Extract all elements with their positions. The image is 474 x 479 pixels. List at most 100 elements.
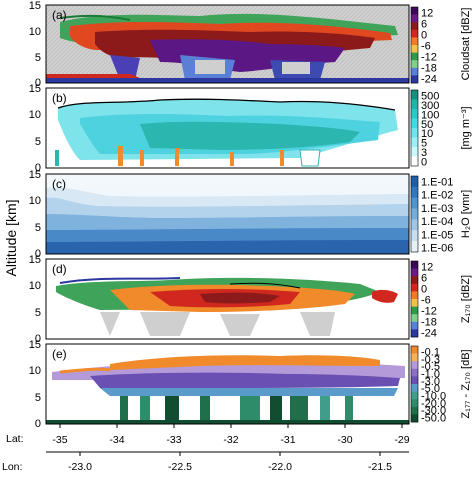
lat-label: Lat: bbox=[6, 433, 24, 445]
panel-e-ytick-10: 10 bbox=[29, 365, 41, 377]
panel-c-humidity-field bbox=[46, 174, 409, 254]
lat-tick-label: -35 bbox=[52, 434, 67, 446]
panel-b-colorbar-tick: 300 bbox=[421, 100, 439, 112]
panel-c-colorbar-tick: 1.E-06 bbox=[421, 243, 453, 255]
panel-c-colorbar-swatch bbox=[411, 197, 418, 209]
panel-b-colorbar-tick: 5 bbox=[421, 138, 427, 150]
panel-e-colorbar-tick: -0.1 bbox=[421, 347, 440, 359]
panel-e-colorbar-tick: -20.0 bbox=[421, 398, 446, 410]
panel-a-colorbar-swatch bbox=[411, 52, 418, 61]
panel-e-colorbar-tick: -0.5 bbox=[421, 361, 440, 373]
panel-c-colorbar-tick: 1.E-02 bbox=[421, 190, 453, 202]
panel-a-colorbar-swatch bbox=[411, 60, 418, 69]
panel-b-colorbar-frame bbox=[410, 89, 419, 167]
panel-a-colorbar-swatch bbox=[411, 29, 418, 38]
panel-b-colorbar-tick: 100 bbox=[421, 109, 439, 121]
panel-a-colorbar-swatch bbox=[411, 67, 418, 76]
panel-b-yticks: 15 10 5 0 bbox=[29, 83, 41, 174]
panel-b-colorbar-tick: 50 bbox=[421, 119, 433, 131]
panel-e-ytick-0: 0 bbox=[35, 418, 41, 430]
panel-d-colorbar-swatch bbox=[411, 314, 418, 323]
panel-d-colorbar-title: Z₁₇₀ [dBZ] bbox=[460, 275, 472, 323]
panel-e-yticks: 15 10 5 0 bbox=[29, 339, 41, 430]
panel-b-ytick-10: 10 bbox=[29, 109, 41, 121]
panel-b-colorbar-swatch bbox=[411, 90, 418, 100]
panel-c-colorbar-tick: 1.E-04 bbox=[421, 216, 453, 228]
panel-a-label: (a) bbox=[52, 8, 67, 22]
panel-a-colorbar-frame bbox=[410, 6, 419, 84]
panel-a-colorbar-swatch bbox=[411, 14, 418, 23]
panel-b-ytick-15: 15 bbox=[29, 83, 41, 95]
panel-d-yticks: 15 10 5 0 bbox=[29, 254, 41, 345]
panel-d-colorbar-swatch bbox=[411, 283, 418, 292]
panel-d-colorbar-swatch bbox=[411, 276, 418, 285]
panel-c-ytick-0: 0 bbox=[35, 248, 41, 260]
panel-d-colorbar-frame bbox=[410, 260, 419, 338]
panel-a-reflectivity-field bbox=[46, 13, 409, 83]
panel-b-colorbar-tick: 0 bbox=[421, 157, 427, 169]
panel-c-colorbar-frame bbox=[410, 175, 419, 253]
panel-a-colorbar-tick: 12 bbox=[421, 8, 433, 20]
panel-e-colorbar-frame bbox=[410, 345, 419, 423]
lat-tick-label: -32 bbox=[223, 434, 238, 446]
panel-c-ytick-10: 10 bbox=[29, 195, 41, 207]
panel-c-colorbar-tick: 1.E-05 bbox=[421, 229, 453, 241]
lon-tick-label: -23.0 bbox=[68, 461, 92, 473]
lat-tick-labels: -35 -34 -33 -32 -31 -30 -29 bbox=[52, 424, 410, 446]
panel-c-colorbar-swatch bbox=[411, 176, 418, 188]
panel-e-colorbar-swatch bbox=[411, 376, 418, 385]
lon-tick-label: -22.5 bbox=[168, 461, 192, 473]
panel-c-ytick-15: 15 bbox=[29, 169, 41, 181]
panel-d-colorbar-swatch bbox=[411, 291, 418, 300]
panel-b-colorbar-swatch bbox=[411, 128, 418, 138]
panel-b-colorbar-swatch bbox=[411, 99, 418, 110]
panel-e-colorbar-swatch bbox=[411, 361, 418, 370]
panel-c-colorbar-swatch bbox=[411, 241, 418, 253]
panel-e-colorbar-swatch bbox=[411, 353, 418, 362]
panel-c-colorbar-tick: 1.E-01 bbox=[421, 177, 453, 189]
panel-d-ytick-15: 15 bbox=[29, 254, 41, 266]
x-axis: Lat: -35 -34 -33 -32 -31 -30 -29 Lon: -23.0 -22… bbox=[2, 424, 410, 473]
panel-d-colorbar-tick: -6 bbox=[421, 295, 431, 307]
lat-tick-label: -31 bbox=[280, 434, 295, 446]
panel-b-colorbar-swatch bbox=[411, 137, 418, 148]
panel-e-label: (e) bbox=[52, 347, 67, 361]
panel-c-frame bbox=[45, 173, 410, 255]
panel-e-colorbar-swatch bbox=[411, 399, 418, 408]
panel-e-colorbar-tick: -5.0 bbox=[421, 383, 440, 395]
panel-a-ytick-15: 15 bbox=[29, 0, 41, 12]
panel-d-colorbar-tick: 0 bbox=[421, 284, 427, 296]
panel-b-colorbar-tick: 3 bbox=[421, 147, 427, 159]
panel-a-colorbar-tick: -12 bbox=[421, 52, 437, 64]
panel-e-colorbar-tick: -30.0 bbox=[421, 405, 446, 417]
panel-d-colorbar-tick: -12 bbox=[421, 306, 437, 318]
panel-e-colorbar-tick: -1.0 bbox=[421, 369, 440, 381]
panel-b-colorbar-swatch bbox=[411, 118, 418, 129]
y-axis-label: Altitude [km] bbox=[3, 199, 19, 276]
panel-c-ytick-5: 5 bbox=[35, 222, 41, 234]
panel-c-colorbar-title: H₂O [vmr] bbox=[460, 190, 472, 238]
panel-d-colorbar-tick: 6 bbox=[421, 273, 427, 285]
lat-tick-label: -33 bbox=[166, 434, 181, 446]
panel-e-colorbar-title: Z₁₇₇ - Z₁₇₀ [dB] bbox=[460, 349, 472, 418]
panel-b-colorbar-swatch bbox=[411, 147, 418, 157]
panel-a-frame bbox=[45, 4, 410, 84]
panel-c-yticks: 15 10 5 0 bbox=[29, 169, 41, 260]
lon-tick-label: -22.0 bbox=[268, 461, 292, 473]
panel-d-colorbar-swatch bbox=[411, 299, 418, 307]
panel-b-colorbar-title: [mg m⁻³] bbox=[460, 106, 472, 149]
panel-d-colorbar-tick: 12 bbox=[421, 262, 433, 274]
panel-a-colorbar-title: Cloudsat [dBZ] bbox=[460, 8, 472, 81]
panel-b-label: (b) bbox=[52, 91, 67, 105]
panel-a-yticks: 15 10 5 0 bbox=[29, 0, 41, 89]
panel-d-colorbar-swatch bbox=[411, 306, 418, 315]
panel-e-colorbar-tick: -3.0 bbox=[421, 376, 440, 388]
panel-a-ytick-5: 5 bbox=[35, 52, 41, 64]
panel-b-ytick-0: 0 bbox=[35, 162, 41, 174]
lat-tick-label: -34 bbox=[109, 434, 124, 446]
panel-e-colorbar-swatch bbox=[411, 368, 418, 377]
panel-e-frame bbox=[45, 343, 410, 425]
